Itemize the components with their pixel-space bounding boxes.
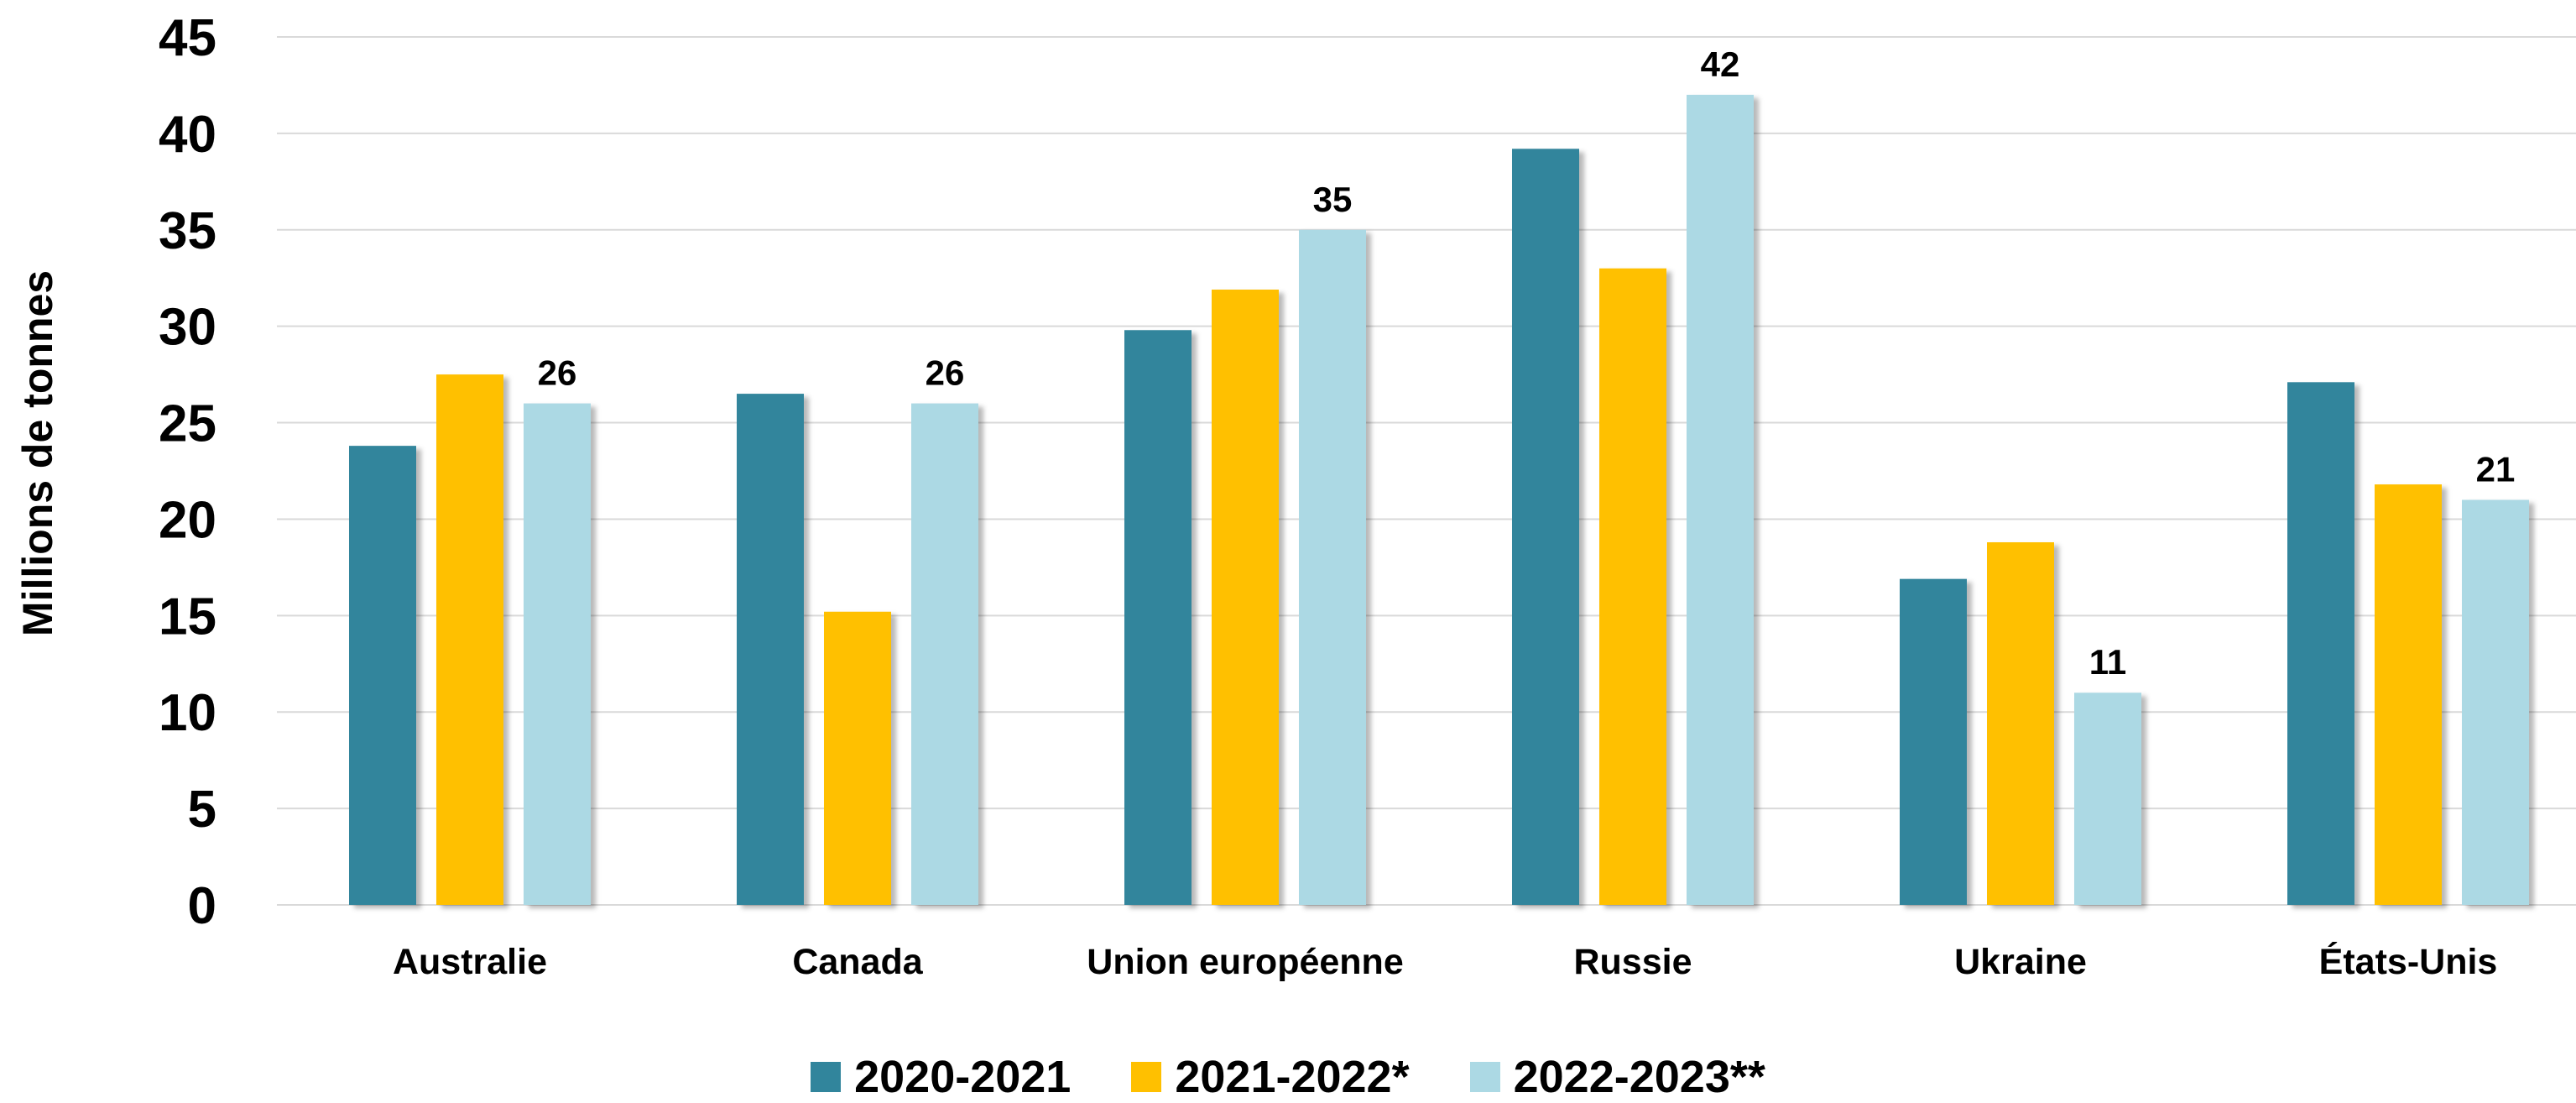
data-label: 42: [1701, 44, 1740, 84]
legend-swatch: [1469, 1061, 1500, 1092]
data-label: 26: [926, 353, 965, 393]
bar-2020-2021-5: [2287, 382, 2354, 905]
bar-2020-2021-2: [1124, 330, 1192, 905]
legend: 2020-2021 2021-2022* 2022-2023**: [0, 1051, 2576, 1102]
y-tick-label: 20: [159, 491, 216, 549]
legend-label: 2021-2022*: [1175, 1051, 1410, 1102]
bar-2022-2023-3: [1687, 94, 1754, 905]
bar-2020-2021-4: [1900, 578, 1967, 905]
bar-2022-2023-1: [911, 403, 978, 906]
y-tick-label: 35: [159, 202, 216, 260]
x-tick-label: États-Unis: [2319, 942, 2498, 982]
data-label: 26: [538, 353, 577, 393]
bar-2020-2021-1: [737, 394, 804, 906]
bar-2021-2022-5: [2375, 484, 2442, 905]
y-tick-label: 30: [159, 299, 216, 357]
y-axis-label: Millions de tonnes: [14, 270, 61, 636]
y-tick-label: 5: [188, 781, 216, 839]
y-tick-label: 10: [159, 684, 216, 742]
bar-2021-2022-3: [1599, 268, 1666, 905]
legend-item-2020-2021: 2020-2021: [811, 1051, 1071, 1103]
y-tick-label: 25: [159, 395, 216, 453]
bar-2021-2022-4: [1987, 542, 2054, 905]
x-tick-label: Canada: [792, 942, 923, 982]
bar-2022-2023-4: [2074, 693, 2141, 905]
bar-2021-2022-2: [1212, 290, 1279, 905]
bar-2021-2022-0: [436, 374, 503, 906]
legend-swatch: [1131, 1061, 1162, 1092]
y-tick-label: 15: [159, 588, 216, 646]
data-label: 11: [2089, 642, 2126, 682]
bar-2021-2022-1: [824, 611, 891, 905]
bar-2022-2023-0: [524, 403, 591, 906]
legend-item-2021-2022: 2021-2022*: [1131, 1051, 1410, 1103]
legend-swatch: [811, 1061, 842, 1092]
legend-label: 2020-2021: [854, 1051, 1072, 1102]
bar-2022-2023-5: [2462, 499, 2529, 905]
y-tick-label: 40: [159, 106, 216, 164]
legend-item-2022-2023: 2022-2023**: [1469, 1051, 1765, 1103]
x-tick-label: Russie: [1573, 942, 1692, 982]
bar-2022-2023-2: [1299, 229, 1366, 905]
data-label: 35: [1313, 180, 1353, 219]
x-tick-label: Australie: [393, 942, 547, 982]
y-tick-label: 0: [188, 877, 216, 935]
bar-2020-2021-3: [1512, 149, 1579, 905]
legend-label: 2022-2023**: [1513, 1051, 1765, 1102]
x-tick-label: Ukraine: [1954, 942, 2087, 982]
x-tick-label: Union européenne: [1087, 942, 1403, 982]
data-label: 21: [2476, 449, 2516, 489]
bar-2020-2021-0: [349, 446, 416, 905]
y-tick-label: 45: [159, 9, 216, 67]
